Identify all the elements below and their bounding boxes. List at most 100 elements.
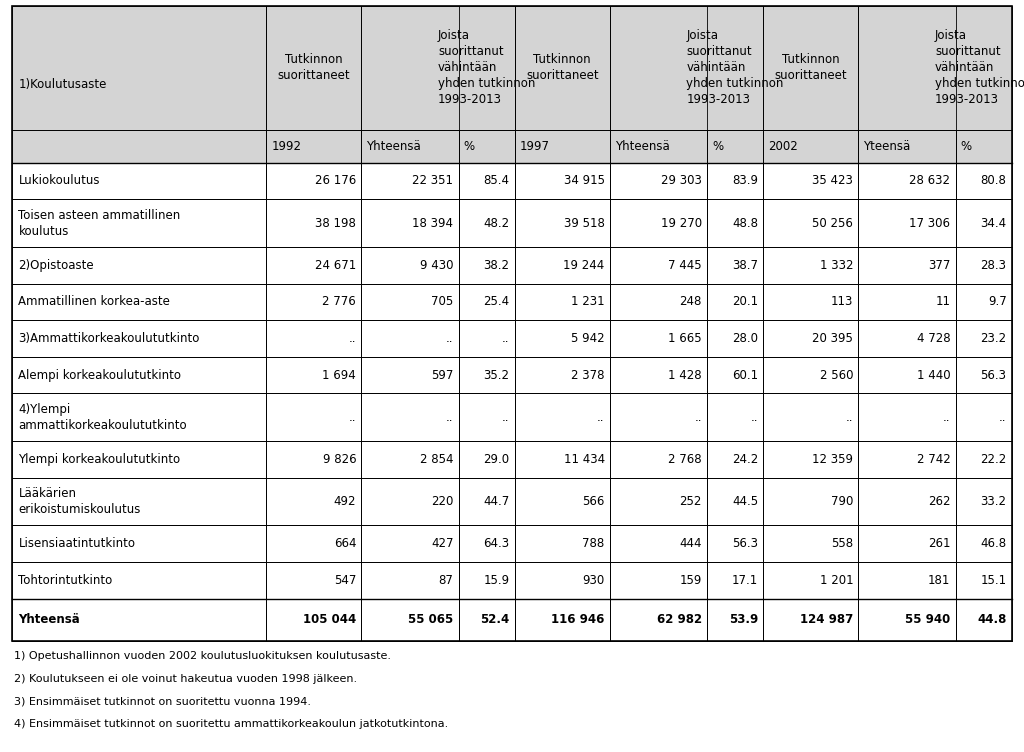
Bar [459,441,515,478]
Text: Tohtorintutkinto: Tohtorintutkinto [18,574,113,587]
Bar [12,599,266,641]
Text: ..: .. [694,411,701,423]
Text: 15.1: 15.1 [980,574,1007,587]
Bar [12,129,266,162]
Text: Lisensiaatintutkinto: Lisensiaatintutkinto [18,537,135,550]
Bar [266,526,361,562]
Text: 3)Ammattikorkeakoulututkinto: 3)Ammattikorkeakoulututkinto [18,332,200,345]
Text: 34 915: 34 915 [563,174,604,187]
Bar [955,526,1012,562]
Bar [609,320,707,356]
Text: 83.9: 83.9 [732,174,758,187]
Text: 29.0: 29.0 [483,453,510,466]
Bar [763,356,858,393]
Bar [858,393,955,441]
Bar [266,284,361,320]
Bar [266,599,361,641]
Text: 788: 788 [583,537,604,550]
Bar [763,478,858,526]
Bar [266,356,361,393]
Bar [361,199,459,247]
Text: 46.8: 46.8 [980,537,1007,550]
Text: 159: 159 [680,574,701,587]
Bar [459,247,515,284]
Text: 9 826: 9 826 [323,453,356,466]
Bar [12,478,266,526]
Text: 705: 705 [431,296,454,308]
Bar [12,199,266,247]
Text: 26 176: 26 176 [315,174,356,187]
Text: 492: 492 [334,495,356,508]
Text: 24 671: 24 671 [315,259,356,271]
Bar [361,441,459,478]
Bar [763,247,858,284]
Text: 4)Ylempi
ammattikorkeakoulututkinto: 4)Ylempi ammattikorkeakoulututkinto [18,403,187,432]
Bar [459,199,515,247]
Text: 34.4: 34.4 [980,217,1007,229]
Bar [12,562,266,599]
Text: 116 946: 116 946 [551,613,604,626]
Text: 25.4: 25.4 [483,296,510,308]
Bar [858,356,955,393]
Text: 19 244: 19 244 [563,259,604,271]
Bar [12,284,266,320]
Bar [955,162,1012,199]
Text: 1 201: 1 201 [819,574,853,587]
Bar [955,320,1012,356]
Bar [361,562,459,599]
Bar [763,393,858,441]
Text: 1 440: 1 440 [916,368,950,381]
Bar [609,478,707,526]
Text: 1 332: 1 332 [819,259,853,271]
Bar [707,478,763,526]
Text: 261: 261 [928,537,950,550]
Text: 33.2: 33.2 [981,495,1007,508]
Text: Alempi korkeakoulututkinto: Alempi korkeakoulututkinto [18,368,181,381]
Text: Toisen asteen ammatillinen
koulutus: Toisen asteen ammatillinen koulutus [18,208,180,238]
Text: Yhteensä: Yhteensä [367,140,421,153]
Text: 28 632: 28 632 [909,174,950,187]
Bar [361,320,459,356]
Bar [707,562,763,599]
Bar [609,356,707,393]
Bar [955,441,1012,478]
Text: 60.1: 60.1 [732,368,758,381]
Bar [12,393,266,441]
Bar [361,247,459,284]
Text: 113: 113 [830,296,853,308]
Bar [12,6,1012,641]
Text: 2 378: 2 378 [571,368,604,381]
Text: 11 434: 11 434 [563,453,604,466]
Bar [707,199,763,247]
Bar [707,393,763,441]
Bar [858,320,955,356]
Text: 377: 377 [928,259,950,271]
Text: ..: .. [597,411,604,423]
Text: 1)Koulutusaste: 1)Koulutusaste [18,77,106,91]
Bar [707,129,763,162]
Text: 3) Ensimmäiset tutkinnot on suoritettu vuonna 1994.: 3) Ensimmäiset tutkinnot on suoritettu v… [14,696,311,706]
Bar [763,6,858,129]
Text: 181: 181 [928,574,950,587]
Bar [515,441,609,478]
Text: ..: .. [502,332,510,345]
Text: 15.9: 15.9 [483,574,510,587]
Bar [12,526,266,562]
Bar [515,320,609,356]
Text: 597: 597 [431,368,454,381]
Bar [266,162,361,199]
Text: 55 065: 55 065 [409,613,454,626]
Bar [858,562,955,599]
Text: 56.3: 56.3 [981,368,1007,381]
Bar [955,356,1012,393]
Text: %: % [961,140,972,153]
Text: 17 306: 17 306 [909,217,950,229]
Bar [459,478,515,526]
Bar [763,441,858,478]
Bar [266,129,361,162]
Text: Joista
suorittanut
vähintään
yhden tutkinnon
1993-2013: Joista suorittanut vähintään yhden tutki… [935,29,1024,106]
Text: 20.1: 20.1 [732,296,758,308]
Text: 1 428: 1 428 [669,368,701,381]
Bar [459,562,515,599]
Text: %: % [712,140,723,153]
